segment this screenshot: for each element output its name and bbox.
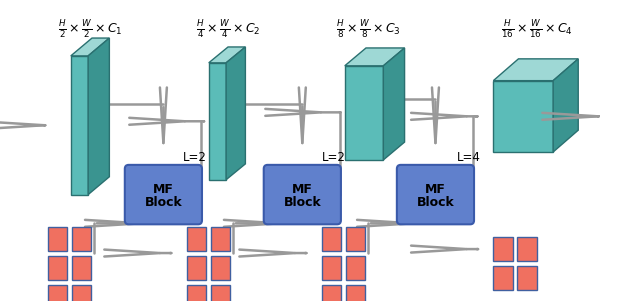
Bar bbox=[346, 285, 365, 302]
Text: L=2: L=2 bbox=[183, 151, 207, 164]
Bar bbox=[517, 237, 537, 261]
Text: Block: Block bbox=[145, 196, 182, 209]
Text: L=4: L=4 bbox=[457, 151, 480, 164]
Bar bbox=[47, 227, 67, 251]
Bar bbox=[72, 256, 91, 280]
Polygon shape bbox=[494, 59, 578, 81]
Polygon shape bbox=[209, 63, 226, 180]
Polygon shape bbox=[494, 81, 553, 152]
Bar bbox=[47, 285, 67, 302]
Bar bbox=[72, 285, 91, 302]
Bar bbox=[72, 227, 91, 251]
Bar bbox=[517, 266, 537, 290]
Text: Block: Block bbox=[417, 196, 454, 209]
Bar bbox=[346, 256, 365, 280]
Polygon shape bbox=[71, 56, 88, 194]
Polygon shape bbox=[553, 59, 578, 152]
Polygon shape bbox=[383, 48, 404, 160]
Bar bbox=[494, 237, 513, 261]
Polygon shape bbox=[345, 48, 404, 66]
Polygon shape bbox=[209, 47, 245, 63]
Bar bbox=[321, 227, 341, 251]
Bar bbox=[321, 285, 341, 302]
Text: $\frac{H}{16} \times \frac{W}{16} \times C_4$: $\frac{H}{16} \times \frac{W}{16} \times… bbox=[501, 18, 573, 40]
Bar bbox=[494, 266, 513, 290]
Bar bbox=[187, 227, 206, 251]
Text: Block: Block bbox=[283, 196, 321, 209]
Text: MF: MF bbox=[425, 183, 446, 196]
Text: MF: MF bbox=[153, 183, 174, 196]
Bar bbox=[321, 256, 341, 280]
Polygon shape bbox=[88, 38, 109, 194]
Bar bbox=[187, 285, 206, 302]
Text: MF: MF bbox=[292, 183, 313, 196]
Bar bbox=[346, 227, 365, 251]
Bar bbox=[187, 256, 206, 280]
Bar bbox=[211, 256, 230, 280]
Bar bbox=[47, 256, 67, 280]
Text: L=2: L=2 bbox=[321, 151, 346, 164]
FancyBboxPatch shape bbox=[125, 165, 202, 224]
Polygon shape bbox=[345, 66, 383, 160]
Text: $\frac{H}{4} \times \frac{W}{4} \times C_2$: $\frac{H}{4} \times \frac{W}{4} \times C… bbox=[196, 18, 260, 40]
FancyBboxPatch shape bbox=[397, 165, 474, 224]
Polygon shape bbox=[71, 38, 109, 56]
FancyBboxPatch shape bbox=[264, 165, 341, 224]
Bar bbox=[211, 227, 230, 251]
Bar bbox=[211, 285, 230, 302]
Text: $\frac{H}{2} \times \frac{W}{2} \times C_1$: $\frac{H}{2} \times \frac{W}{2} \times C… bbox=[58, 18, 122, 40]
Polygon shape bbox=[226, 47, 245, 180]
Text: $\frac{H}{8} \times \frac{W}{8} \times C_3$: $\frac{H}{8} \times \frac{W}{8} \times C… bbox=[336, 18, 400, 40]
